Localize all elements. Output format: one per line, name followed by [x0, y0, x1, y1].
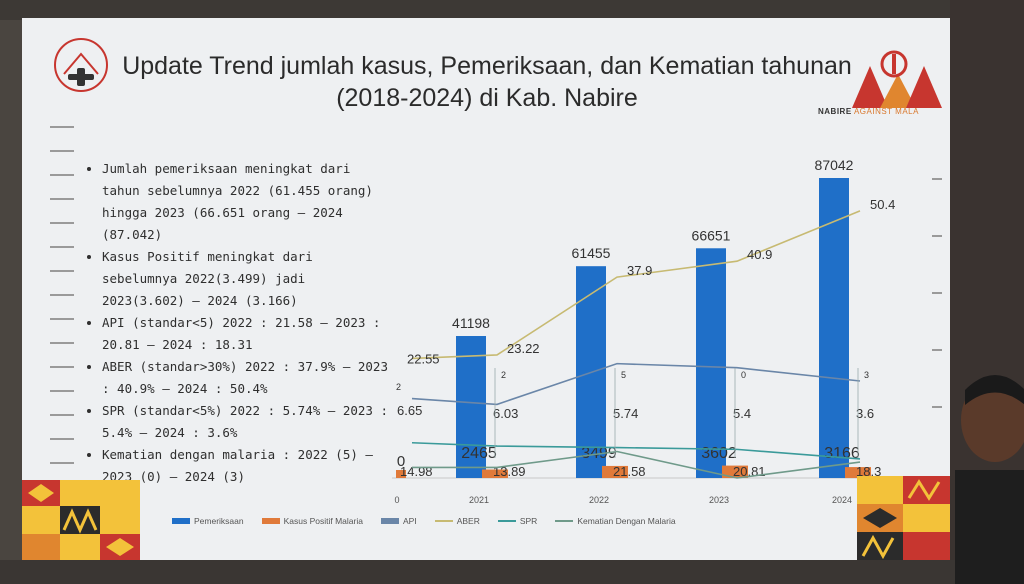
legend-label-kematian: Kematian Dengan Malaria [577, 516, 676, 526]
legend-label-spr: SPR [519, 516, 538, 526]
kasus-bar-2021 [482, 469, 508, 478]
kasus-label-2023: 3602 [701, 445, 737, 462]
nabire-against-malaria-logo-icon [852, 50, 942, 108]
pemeriksaan-label-2023: 66651 [692, 227, 731, 243]
legend-item-pemeriksaan: Pemeriksaan [172, 516, 244, 526]
kasus-bar-2023 [722, 465, 748, 478]
legend-item-aber: ABER [434, 516, 480, 526]
legend-line-aber [434, 520, 453, 522]
kasus-bar-2024 [845, 467, 871, 478]
bullet-aber: ABER (standar>30%) 2022 : 37.9% – 2023 :… [102, 356, 394, 400]
slide-title: Update Trend jumlah kasus, Pemeriksaan, … [107, 50, 867, 114]
legend-label-pemeriksaan: Pemeriksaan [194, 516, 244, 526]
aber-label-2022: 37.9 [627, 263, 652, 278]
title-line-1: Update Trend jumlah kasus, Pemeriksaan, … [122, 52, 852, 80]
presenter-silhouette [955, 375, 1024, 584]
pemeriksaan-label-2024: 87042 [815, 157, 854, 173]
aber-line [411, 210, 861, 360]
x-tick-label-prior: 0 [394, 495, 399, 505]
spr-label-prior: 6.65 [397, 403, 422, 418]
kematian-label-prior: 2 [396, 382, 401, 392]
logo-caption-orange: AGAINST MALA [853, 107, 919, 116]
pemeriksaan-label-2022: 61455 [572, 245, 611, 261]
api-label-2022: 21.58 [613, 464, 646, 479]
chart-legend: Pemeriksaan Kasus Positif Malaria API AB… [172, 516, 676, 526]
kasus-bar-prior [396, 470, 406, 478]
decorative-pattern-left [22, 480, 140, 560]
aber-label-2023: 40.9 [747, 247, 772, 262]
legend-label-aber: ABER [456, 516, 480, 526]
kematian-label-2024: 3 [864, 370, 869, 380]
bullet-api: API (standar<5) 2022 : 21.58 – 2023 : 20… [102, 312, 394, 356]
kasus-label-prior: 0 [397, 453, 405, 470]
pemeriksaan-bar-2023 [696, 248, 726, 478]
legend-line-spr [497, 520, 516, 522]
legend-label-api: API [402, 516, 417, 526]
logo-caption: NABIRE AGAINST MALA [818, 107, 919, 116]
kasus-label-2024: 3166 [824, 445, 860, 462]
legend-item-kasus: Kasus Positif Malaria [261, 516, 363, 526]
api-label-2021: 13.89 [493, 464, 526, 479]
x-tick-label-2021: 2021 [469, 495, 489, 505]
bullet-kasus-positif: Kasus Positif meningkat dari sebelumnya … [102, 246, 394, 312]
legend-swatch-pemeriksaan [172, 518, 190, 524]
aber-label-2024: 50.4 [870, 197, 895, 212]
legend-swatch-api [380, 518, 399, 524]
summary-bullets: Jumlah pemeriksaan meningkat dari tahun … [84, 158, 394, 488]
aber-label-2021: 23.22 [507, 341, 540, 356]
api-label-2024: 18.3 [856, 464, 881, 479]
legend-item-spr: SPR [497, 516, 538, 526]
kasus-bar-2022 [602, 465, 628, 478]
kasus-label-2021: 2465 [461, 445, 497, 462]
spr-label-2022: 5.74 [613, 406, 638, 421]
bullet-spr: SPR (standar<5%) 2022 : 5.74% – 2023 : 5… [102, 400, 394, 444]
kematian-line [412, 450, 861, 479]
health-logo-icon [54, 38, 108, 92]
api-label-prior: 14.98 [400, 464, 433, 479]
legend-line-kematian [555, 520, 574, 522]
x-tick-label-2023: 2023 [709, 495, 729, 505]
kematian-label-2023: 0 [741, 370, 746, 380]
title-line-2: (2018-2024) di Kab. Nabire [336, 84, 638, 112]
legend-label-kasus: Kasus Positif Malaria [283, 516, 363, 526]
aber-label-prior: 22.55 [407, 351, 440, 366]
logo-caption-bold: NABIRE [818, 107, 852, 116]
api-line [411, 362, 861, 406]
x-tick-label-2022: 2022 [589, 495, 609, 505]
spr-label-2021: 6.03 [493, 406, 518, 421]
x-tick-label-2024: 2024 [832, 495, 852, 505]
pemeriksaan-label-2021: 41198 [452, 315, 490, 331]
spr-label-2024: 3.6 [856, 406, 874, 421]
pemeriksaan-bar-2021 [456, 336, 486, 478]
background-wall-bottom [0, 560, 1024, 584]
spr-line [411, 441, 861, 460]
legend-swatch-kasus [261, 518, 280, 524]
pemeriksaan-bar-2024 [819, 178, 849, 478]
slide-right-dashes [932, 178, 946, 458]
bullet-pemeriksaan: Jumlah pemeriksaan meningkat dari tahun … [102, 158, 394, 246]
legend-item-kematian: Kematian Dengan Malaria [555, 516, 676, 526]
projected-slide: Update Trend jumlah kasus, Pemeriksaan, … [22, 18, 950, 560]
background-wall-top [0, 0, 1024, 20]
kematian-label-2021: 2 [501, 370, 506, 380]
kematian-label-2022: 5 [621, 370, 626, 380]
slide-margin-dashes [50, 126, 78, 506]
background-wall-left [0, 0, 22, 584]
spr-label-2023: 5.4 [733, 406, 751, 421]
decorative-pattern-right [857, 476, 950, 560]
legend-item-api: API [380, 516, 417, 526]
